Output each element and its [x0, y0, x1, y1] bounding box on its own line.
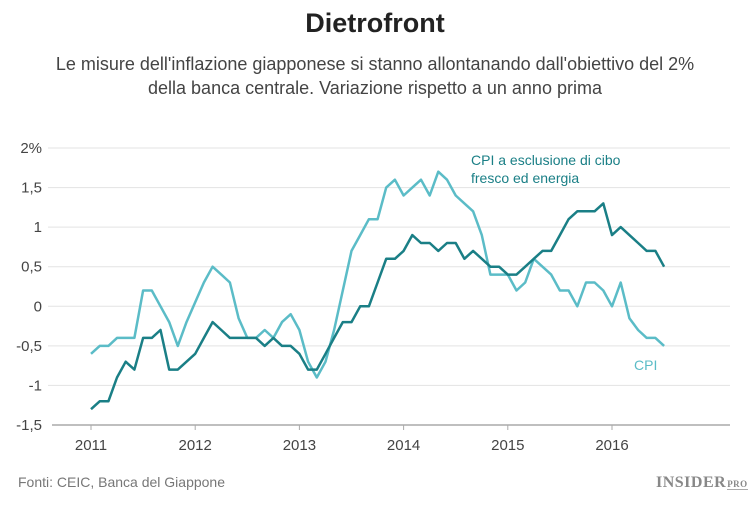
series-label-core: CPI a esclusione di cibo fresco ed energi… [471, 152, 621, 186]
y-tick-label: -1 [29, 377, 42, 394]
logo-suffix: PRO [727, 479, 748, 490]
y-tick-label: -0,5 [16, 338, 42, 355]
chart-subtitle: Le misure dell'inflazione giapponese si … [55, 54, 695, 98]
y-tick-label: 1,5 [21, 180, 42, 197]
logo-text: INSIDER [656, 474, 727, 491]
y-tick-label: 0,5 [21, 259, 42, 276]
x-tick-label: 2012 [179, 437, 212, 454]
series-label-cpi: CPI [634, 357, 657, 373]
line-chart: 2% 1,5 1 0,5 0 -0,5 -1 -1,5 2011 2012 2013 2014 2015… [16, 140, 730, 454]
x-tick-label: 2014 [387, 437, 420, 454]
source-note: Fonti: CEIC, Banca del Giappone [18, 474, 226, 490]
core-cpi-line [90, 202, 666, 411]
x-tick-label: 2015 [491, 437, 524, 454]
x-tick-label: 2016 [595, 437, 628, 454]
insider-pro-logo: INSIDERPRO [656, 474, 748, 492]
cpi-line [90, 170, 665, 379]
y-tick-label: 1 [34, 219, 42, 236]
x-tick-label: 2013 [283, 437, 316, 454]
chart-title: Dietrofront [305, 8, 445, 38]
y-tick-label: 0 [34, 298, 42, 315]
y-tick-label: 2% [20, 140, 42, 157]
x-tick-label: 2011 [75, 437, 107, 454]
y-tick-label: -1,5 [16, 417, 42, 434]
